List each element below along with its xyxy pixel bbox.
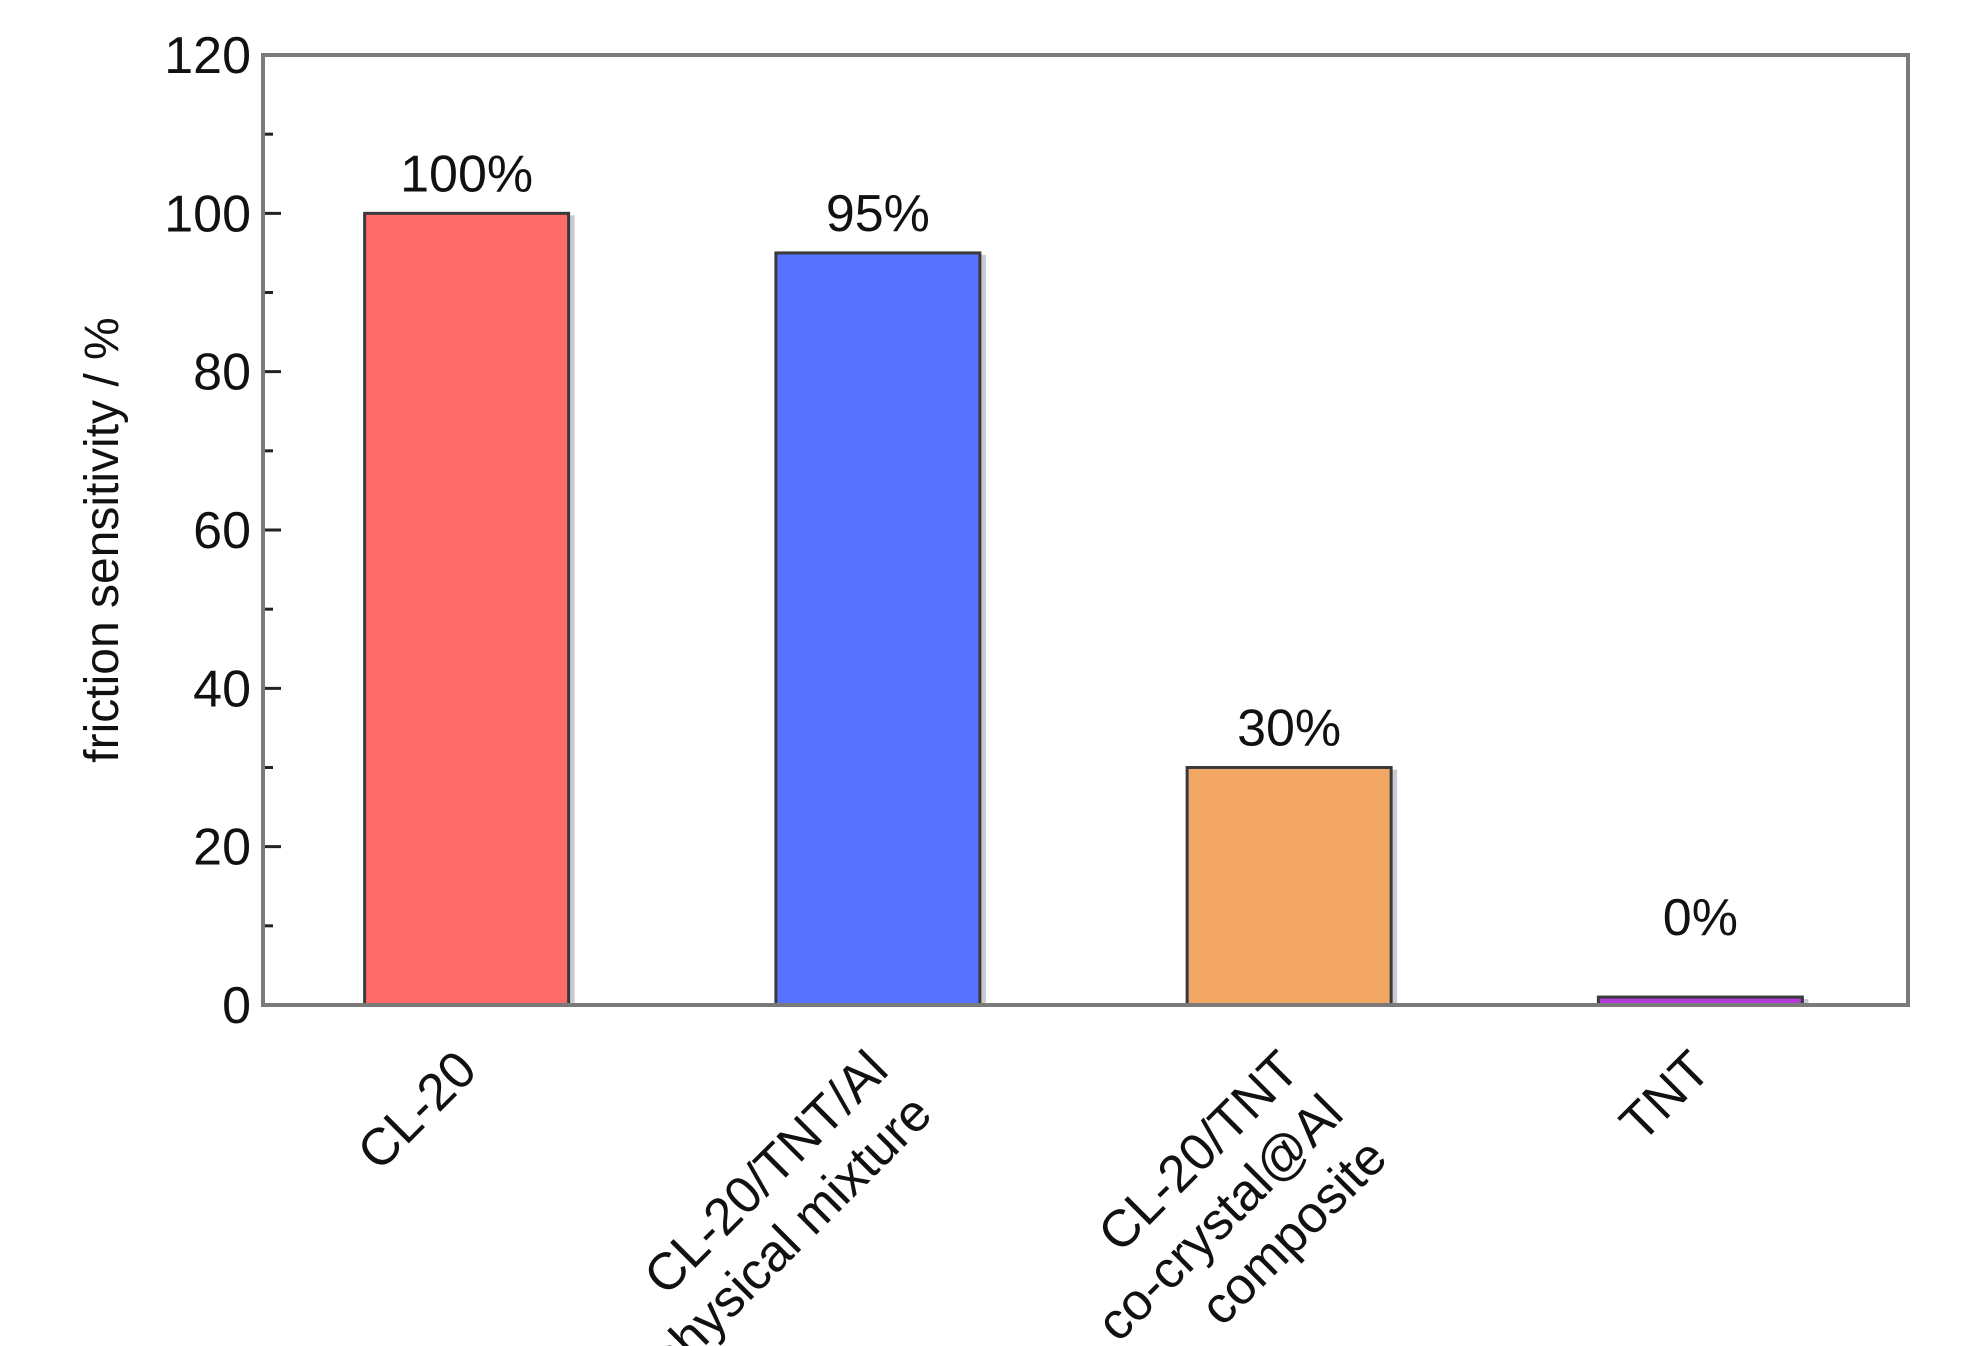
x-category-line: TNT (1609, 1040, 1721, 1152)
y-tick-label: 0 (222, 977, 251, 1035)
y-tick-label: 40 (193, 660, 251, 718)
bar-value-label: 0% (1663, 889, 1738, 947)
y-tick-label: 100 (164, 185, 251, 243)
y-axis-label: friction sensitivity / % (76, 317, 129, 762)
y-tick-label: 60 (193, 502, 251, 560)
plot-frame (261, 53, 1910, 1007)
bar (774, 251, 982, 1007)
bar-value-label: 95% (826, 185, 930, 243)
x-category-label: CL-20 (347, 1040, 488, 1181)
bar (1185, 766, 1393, 1007)
value-labels-group: 100% 95% 30% 0% (400, 145, 1738, 947)
y-tick-label: 120 (164, 27, 251, 85)
bar (363, 211, 571, 1007)
x-category-line: CL-20 (347, 1040, 488, 1181)
bars-group (363, 211, 1809, 1008)
x-category-label: TNT (1609, 1040, 1721, 1152)
bar-value-label: 100% (400, 145, 533, 203)
bar-value-label: 30% (1237, 700, 1341, 758)
y-tick-label: 20 (193, 819, 251, 877)
y-tick-label: 80 (193, 344, 251, 402)
